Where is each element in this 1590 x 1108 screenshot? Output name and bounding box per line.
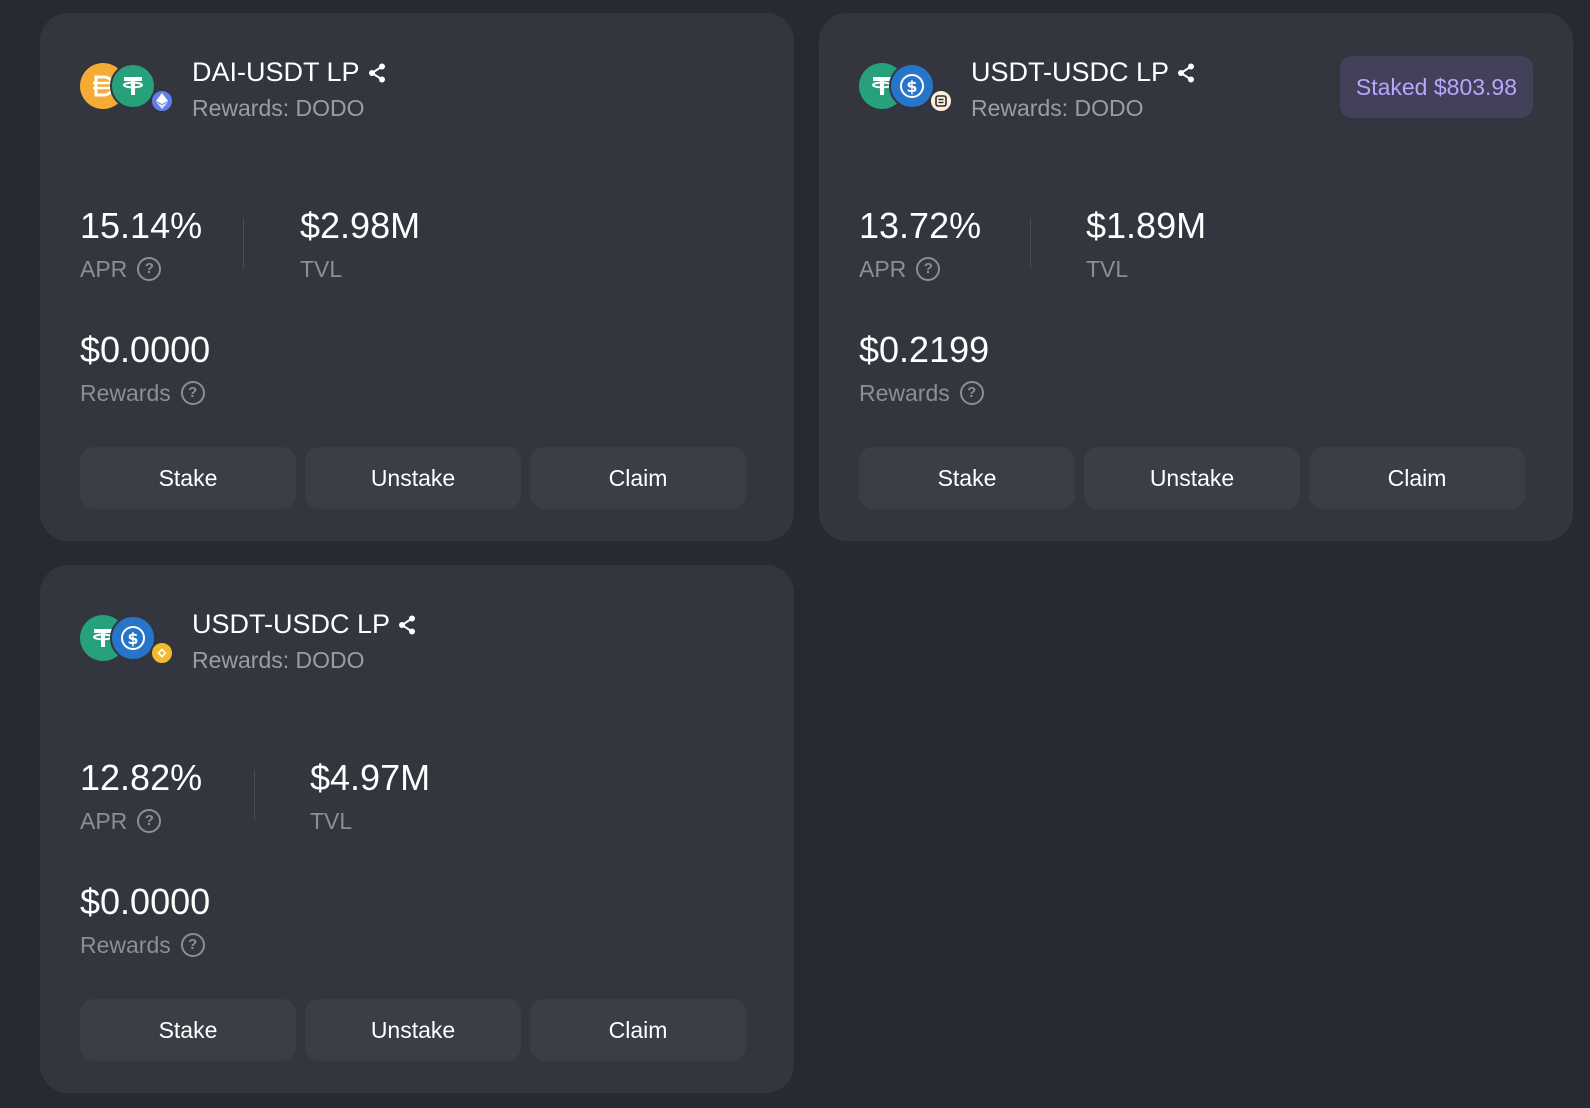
help-icon[interactable]: ? (137, 809, 162, 833)
apr-value: 12.82% (80, 757, 203, 798)
ethereum-icon (150, 89, 174, 113)
stake-button[interactable]: Stake (80, 999, 296, 1061)
tvl-value: $2.98M (300, 205, 421, 246)
tvl-label-row: TVL (300, 255, 420, 283)
reward-value: $0.2199 (859, 329, 990, 370)
reward-label: Rewards (80, 380, 171, 406)
stat-divider (1030, 218, 1031, 268)
apr-label: APR (80, 256, 128, 282)
apr-label-row: APR ? (80, 255, 202, 283)
pool-title-row: DAI-USDT LP (192, 57, 386, 88)
apr-value: 15.14% (80, 205, 203, 246)
farm-card-usdt-usdc-scroll: $ USDT-USDC LP Rewards: DODO Staked $803… (819, 13, 1573, 541)
help-icon[interactable]: ? (959, 381, 984, 405)
pool-title: USDT-USDC LP (192, 609, 391, 639)
unstake-button[interactable]: Unstake (305, 447, 521, 509)
reward-label-row: Rewards ? (859, 379, 989, 407)
usdt-icon (110, 63, 156, 109)
reward-value: $0.0000 (80, 329, 211, 370)
pending-rewards: $0.2199 Rewards ? (859, 329, 989, 407)
unstake-button[interactable]: Unstake (305, 999, 521, 1061)
tvl-stat: $1.89M TVL (1086, 205, 1206, 283)
farm-card-dai-usdt: DAI-USDT LP Rewards: DODO 15.14% APR ? $… (40, 13, 794, 541)
apr-label: APR (80, 808, 128, 834)
bnb-chain-icon (150, 641, 174, 665)
claim-button[interactable]: Claim (530, 999, 746, 1061)
stat-divider (243, 218, 244, 268)
stake-button[interactable]: Stake (859, 447, 1075, 509)
rewards-token-line: Rewards: DODO (192, 647, 365, 674)
action-buttons: Stake Unstake Claim (80, 447, 746, 509)
tvl-value: $1.89M (1086, 205, 1207, 246)
scroll-icon (929, 89, 953, 113)
tvl-stat: $2.98M TVL (300, 205, 420, 283)
apr-label-row: APR ? (859, 255, 981, 283)
token-pair-icons: $ (80, 615, 180, 671)
tvl-label: TVL (300, 256, 343, 282)
reward-label: Rewards (859, 380, 950, 406)
claim-button[interactable]: Claim (530, 447, 746, 509)
reward-value: $0.0000 (80, 881, 211, 922)
help-icon[interactable]: ? (916, 257, 941, 281)
help-icon[interactable]: ? (180, 381, 205, 405)
pool-title: DAI-USDT LP (192, 57, 360, 87)
share-icon[interactable] (368, 63, 386, 83)
rewards-token-label: Rewards: (192, 647, 290, 673)
svg-text:$: $ (127, 629, 138, 648)
rewards-token-value: DODO (295, 95, 365, 121)
stat-divider (254, 770, 255, 820)
apr-stat: 15.14% APR ? (80, 205, 202, 283)
apr-stat: 12.82% APR ? (80, 757, 202, 835)
tvl-label-row: TVL (310, 807, 430, 835)
apr-stat: 13.72% APR ? (859, 205, 981, 283)
rewards-token-value: DODO (1074, 95, 1144, 121)
rewards-token-label: Rewards: (192, 95, 290, 121)
apr-value: 13.72% (859, 205, 982, 246)
tvl-value: $4.97M (310, 757, 431, 798)
rewards-token-value: DODO (295, 647, 365, 673)
help-icon[interactable]: ? (137, 257, 162, 281)
rewards-token-label: Rewards: (971, 95, 1069, 121)
tvl-label-row: TVL (1086, 255, 1206, 283)
reward-label-row: Rewards ? (80, 379, 210, 407)
pool-title: USDT-USDC LP (971, 57, 1170, 87)
staked-badge: Staked $803.98 (1339, 56, 1533, 118)
token-pair-icons (80, 63, 180, 119)
tvl-label: TVL (1086, 256, 1129, 282)
apr-label-row: APR ? (80, 807, 202, 835)
pending-rewards: $0.0000 Rewards ? (80, 329, 210, 407)
pending-rewards: $0.0000 Rewards ? (80, 881, 210, 959)
action-buttons: Stake Unstake Claim (80, 999, 746, 1061)
reward-label: Rewards (80, 932, 171, 958)
tvl-stat: $4.97M TVL (310, 757, 430, 835)
rewards-token-line: Rewards: DODO (971, 95, 1144, 122)
share-icon[interactable] (1177, 63, 1195, 83)
unstake-button[interactable]: Unstake (1084, 447, 1300, 509)
apr-label: APR (859, 256, 907, 282)
pool-title-row: USDT-USDC LP (971, 57, 1195, 88)
tvl-label: TVL (310, 808, 353, 834)
reward-label-row: Rewards ? (80, 931, 210, 959)
token-pair-icons: $ (859, 63, 959, 119)
rewards-token-line: Rewards: DODO (192, 95, 365, 122)
claim-button[interactable]: Claim (1309, 447, 1525, 509)
farm-card-usdt-usdc-bnb: $ USDT-USDC LP Rewards: DODO 12.82% APR … (40, 565, 794, 1093)
share-icon[interactable] (398, 615, 416, 635)
action-buttons: Stake Unstake Claim (859, 447, 1525, 509)
usdc-icon: $ (889, 63, 935, 109)
svg-text:$: $ (906, 77, 917, 96)
pool-title-row: USDT-USDC LP (192, 609, 416, 640)
usdc-icon: $ (110, 615, 156, 661)
stake-button[interactable]: Stake (80, 447, 296, 509)
help-icon[interactable]: ? (180, 933, 205, 957)
